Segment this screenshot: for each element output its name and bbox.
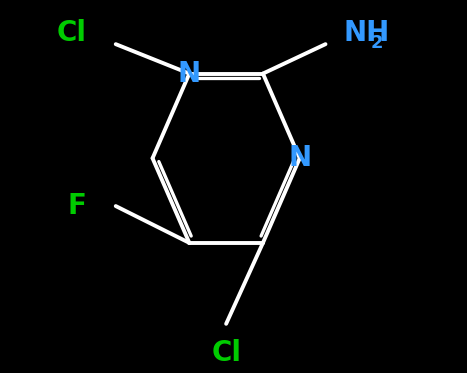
Text: 2: 2 <box>370 34 383 53</box>
Text: N: N <box>288 144 311 172</box>
Text: F: F <box>67 192 86 220</box>
Text: NH: NH <box>344 19 390 47</box>
Text: N: N <box>178 60 201 88</box>
Text: Cl: Cl <box>211 339 241 367</box>
Text: Cl: Cl <box>57 19 86 47</box>
